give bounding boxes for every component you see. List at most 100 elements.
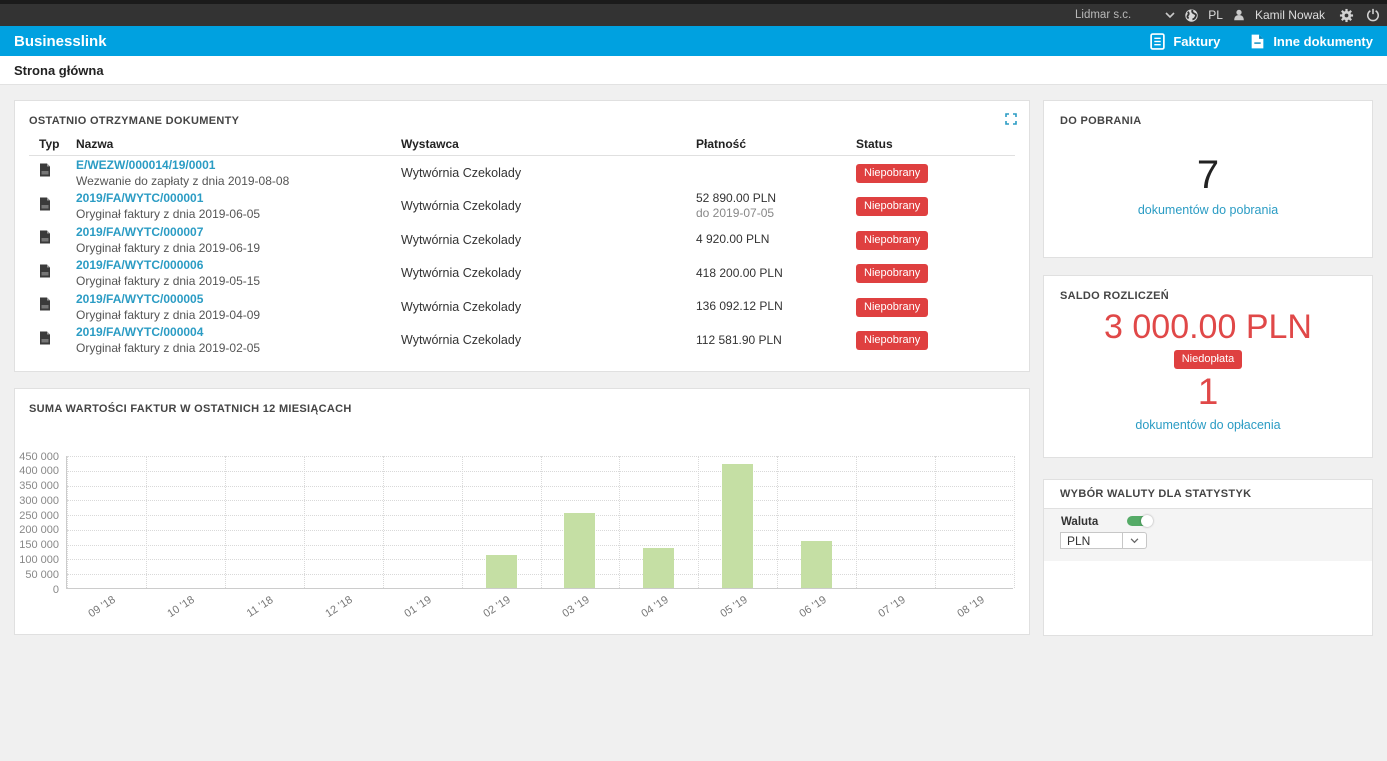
table-row: 2019/FA/WYTC/000005 Oryginał faktury z d… [29,290,1015,324]
document-issuer: Wytwórnia Czekolady [401,299,522,314]
x-axis-label: 01 '19 [402,593,434,621]
app-header: Businesslink Faktury [0,26,1387,56]
gridline [856,456,858,588]
table-row: 2019/FA/WYTC/000006 Oryginał faktury z d… [29,257,1015,291]
document-issuer: Wytwórnia Czekolady [401,232,522,247]
payment-due: do 2019-07-05 [696,206,775,221]
download-card-title: DO POBRANIA [1060,115,1142,127]
x-axis-label: 08 '19 [954,593,987,621]
document-link[interactable]: E/WEZW/000014/19/0001 [76,157,216,172]
expand-icon[interactable] [1005,112,1017,130]
currency-select[interactable]: PLN [1060,532,1147,549]
x-axis-label: 05 '19 [718,593,750,621]
document-link[interactable]: 2019/FA/WYTC/000006 [76,258,204,273]
y-axis-label: 50 000 [25,568,59,581]
pdf-file-icon [39,264,51,278]
gridline [67,574,1013,576]
gear-icon[interactable] [1339,8,1354,23]
x-axis-label: 07 '19 [875,593,908,621]
x-axis-label: 12 '18 [323,593,355,621]
invoices-chart-card: SUMA WARTOŚCI FAKTUR W OSTATNICH 12 MIES… [14,388,1030,635]
document-link[interactable]: 2019/FA/WYTC/000005 [76,291,204,306]
gridline [67,456,68,588]
nav-faktury-label: Faktury [1173,33,1221,49]
gridline [67,470,1013,472]
bar-06'19 [801,540,833,588]
pdf-file-icon [39,331,51,345]
currency-card-header: WYBÓR WALUTY DLA STATYSTYK [1044,480,1372,509]
pdf-file-icon [39,197,51,211]
document-description: Oryginał faktury z dnia 2019-06-05 [76,207,261,222]
user-name[interactable]: Kamil Nowak [1254,8,1325,22]
document-link[interactable]: 2019/FA/WYTC/000007 [76,224,204,239]
x-axis-label: 02 '19 [481,593,513,621]
currency-selected-value: PLN [1060,532,1123,549]
y-axis-label: 400 000 [19,465,59,478]
bar-03'19 [564,512,596,588]
balance-amount: 3 000.00 PLN [1104,308,1312,346]
nav-inne-dokumenty[interactable]: Inne dokumenty [1250,33,1373,50]
documents-to-pay-link[interactable]: dokumentów do opłacenia [1135,418,1281,432]
gridline [540,456,542,588]
status-badge: Niepobrany [856,197,929,217]
table-row: E/WEZW/000014/19/0001 Wezwanie do zapłat… [29,156,1015,190]
chevron-down-icon[interactable] [1165,11,1175,19]
pdf-file-icon [39,297,51,311]
y-axis-label: 250 000 [19,509,59,522]
app-brand[interactable]: Businesslink [14,32,107,50]
payment-amount: 52 890.00 PLN [696,191,777,206]
status-badge: Niepobrany [856,163,929,183]
pdf-file-icon [39,230,51,244]
payment-amount: 4 920.00 PLN [696,232,770,247]
gridline [67,529,1013,531]
document-issuer: Wytwórnia Czekolady [401,333,522,348]
balance-card-title: SALDO ROZLICZEŃ [1060,290,1169,302]
document-link[interactable]: 2019/FA/WYTC/000001 [76,191,204,206]
breadcrumb-bar: Strona główna [0,56,1387,85]
gridline [935,456,937,588]
gridline [619,456,621,588]
col-typ: Typ [39,137,60,151]
y-axis-label: 150 000 [19,539,59,552]
download-card: DO POBRANIA 7 dokumentów do pobrania [1043,100,1373,258]
document-description: Oryginał faktury z dnia 2019-04-09 [76,307,261,322]
company-selector[interactable]: Lidmar s.c. [1075,9,1132,21]
document-description: Oryginał faktury z dnia 2019-06-19 [76,240,261,255]
download-link[interactable]: dokumentów do pobrania [1137,203,1279,217]
user-icon [1232,8,1246,22]
bar-chart-plot [66,456,1015,589]
currency-toggle[interactable] [1127,515,1153,527]
col-wystawca: Wystawca [401,137,459,151]
table-row: 2019/FA/WYTC/000004 Oryginał faktury z d… [29,324,1015,358]
bar-04'19 [643,547,675,588]
recent-documents-card: OSTATNIO OTRZYMANE DOKUMENTY Typ Nazwa W… [14,100,1030,372]
document-description: Wezwanie do zapłaty z dnia 2019-08-08 [76,173,290,188]
currency-card-body: Waluta PLN [1044,509,1372,561]
language-label[interactable]: PL [1208,8,1223,22]
gridline [67,456,1013,457]
y-axis-label: 450 000 [19,450,59,463]
select-chevron-down-icon[interactable] [1123,532,1147,549]
download-count: 7 [1196,153,1220,197]
document-link[interactable]: 2019/FA/WYTC/000004 [76,325,204,340]
status-badge: Niepobrany [856,297,929,317]
x-axis-label: 09 '18 [86,593,119,621]
recent-documents-title: OSTATNIO OTRZYMANE DOKUMENTY [29,115,240,127]
power-icon[interactable] [1366,8,1380,22]
document-description: Oryginał faktury z dnia 2019-05-15 [76,274,261,289]
bar-05'19 [722,464,754,588]
x-axis-label: 04 '19 [639,593,671,621]
gridline [67,500,1013,502]
table-header: Typ Nazwa Wystawca Płatność Status [29,133,1015,156]
payment-amount: 418 200.00 PLN [696,265,783,280]
globe-icon[interactable] [1184,8,1199,23]
x-axis-label: 06 '19 [797,593,829,621]
nav-faktury[interactable]: Faktury [1150,32,1221,50]
underpayment-badge: Niedopłata [1173,350,1243,369]
col-nazwa: Nazwa [76,137,114,151]
gridline [698,456,700,588]
pdf-file-icon [39,163,51,177]
document-issuer: Wytwórnia Czekolady [401,199,522,214]
col-status: Status [856,137,893,151]
